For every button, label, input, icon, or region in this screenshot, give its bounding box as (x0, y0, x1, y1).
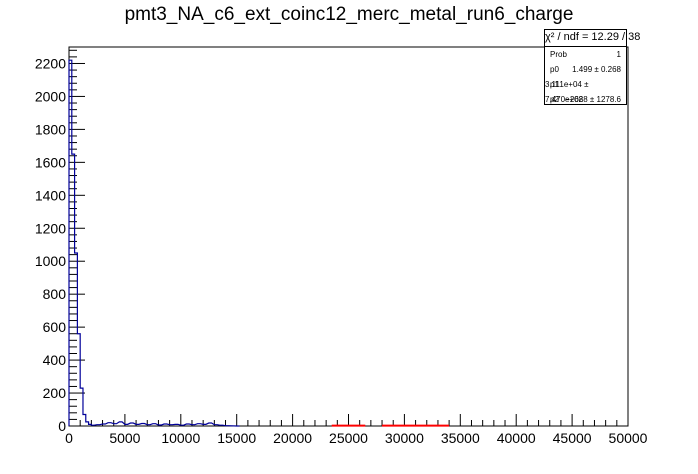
y-tick-label: 1800 (35, 121, 66, 137)
x-tick-label: 25000 (329, 430, 368, 446)
stat-row-p1: p1 3.111e+04 ± 7.470e+02 (545, 77, 626, 104)
x-tick-label: 5000 (109, 430, 140, 446)
x-tick-label: 30000 (385, 430, 424, 446)
y-tick-label: 0 (58, 418, 66, 434)
y-tick-label: 600 (43, 319, 67, 335)
stat-value: −2688 ± 1278.6 (565, 95, 621, 104)
x-tick-label: 20000 (273, 430, 312, 446)
x-tick-label: 50000 (609, 430, 648, 446)
y-axis: 0 200 400 600 800 1000 1200 1400 1600 1800 2000 220… (35, 49, 85, 434)
stat-row-p2: p2 −2688 ± 1278.6 (545, 92, 626, 107)
x-tick-label: 10000 (161, 430, 200, 446)
x-tick-label: 0 (65, 430, 73, 446)
y-tick-label: 1000 (35, 253, 66, 269)
fit-stats-box: χ² / ndf = 12.29 / 38 Prob 1 p0 1.499 ± … (544, 29, 640, 107)
stat-value: 1.499 ± 0.268 (572, 65, 621, 74)
y-tick-label: 1600 (35, 154, 66, 170)
x-tick-label: 35000 (441, 430, 480, 446)
y-tick-label: 800 (43, 286, 67, 302)
x-tick-label: 40000 (497, 430, 536, 446)
stat-name: Prob (550, 50, 567, 59)
x-tick-label: 45000 (553, 430, 592, 446)
stat-row-prob: Prob 1 (545, 47, 626, 62)
x-axis: 0 5000 10000 15000 20000 25000 30000 35000 40000… (65, 414, 648, 446)
stat-row-p0: p0 1.499 ± 0.268 (545, 62, 626, 77)
x-tick-label: 15000 (217, 430, 256, 446)
y-tick-label: 1200 (35, 220, 66, 236)
y-tick-label: 2200 (35, 55, 66, 71)
y-tick-label: 200 (43, 385, 67, 401)
stat-name: p1 (550, 80, 559, 89)
histogram-series (68, 59, 240, 427)
y-tick-label: 2000 (35, 88, 66, 104)
stat-value: 1 (616, 50, 621, 59)
histogram-line (68, 59, 240, 427)
y-tick-label: 1400 (35, 187, 66, 203)
stat-name: p0 (550, 65, 559, 74)
chi2-ndf-header: χ² / ndf = 12.29 / 38 (545, 30, 640, 47)
chart-title: pmt3_NA_c6_ext_coinc12_merc_metal_run6_c… (124, 4, 574, 25)
stat-value: 3.111e+04 ± 7.470e+02 (545, 80, 589, 104)
y-tick-label: 400 (43, 352, 67, 368)
stat-name: p2 (550, 95, 559, 104)
